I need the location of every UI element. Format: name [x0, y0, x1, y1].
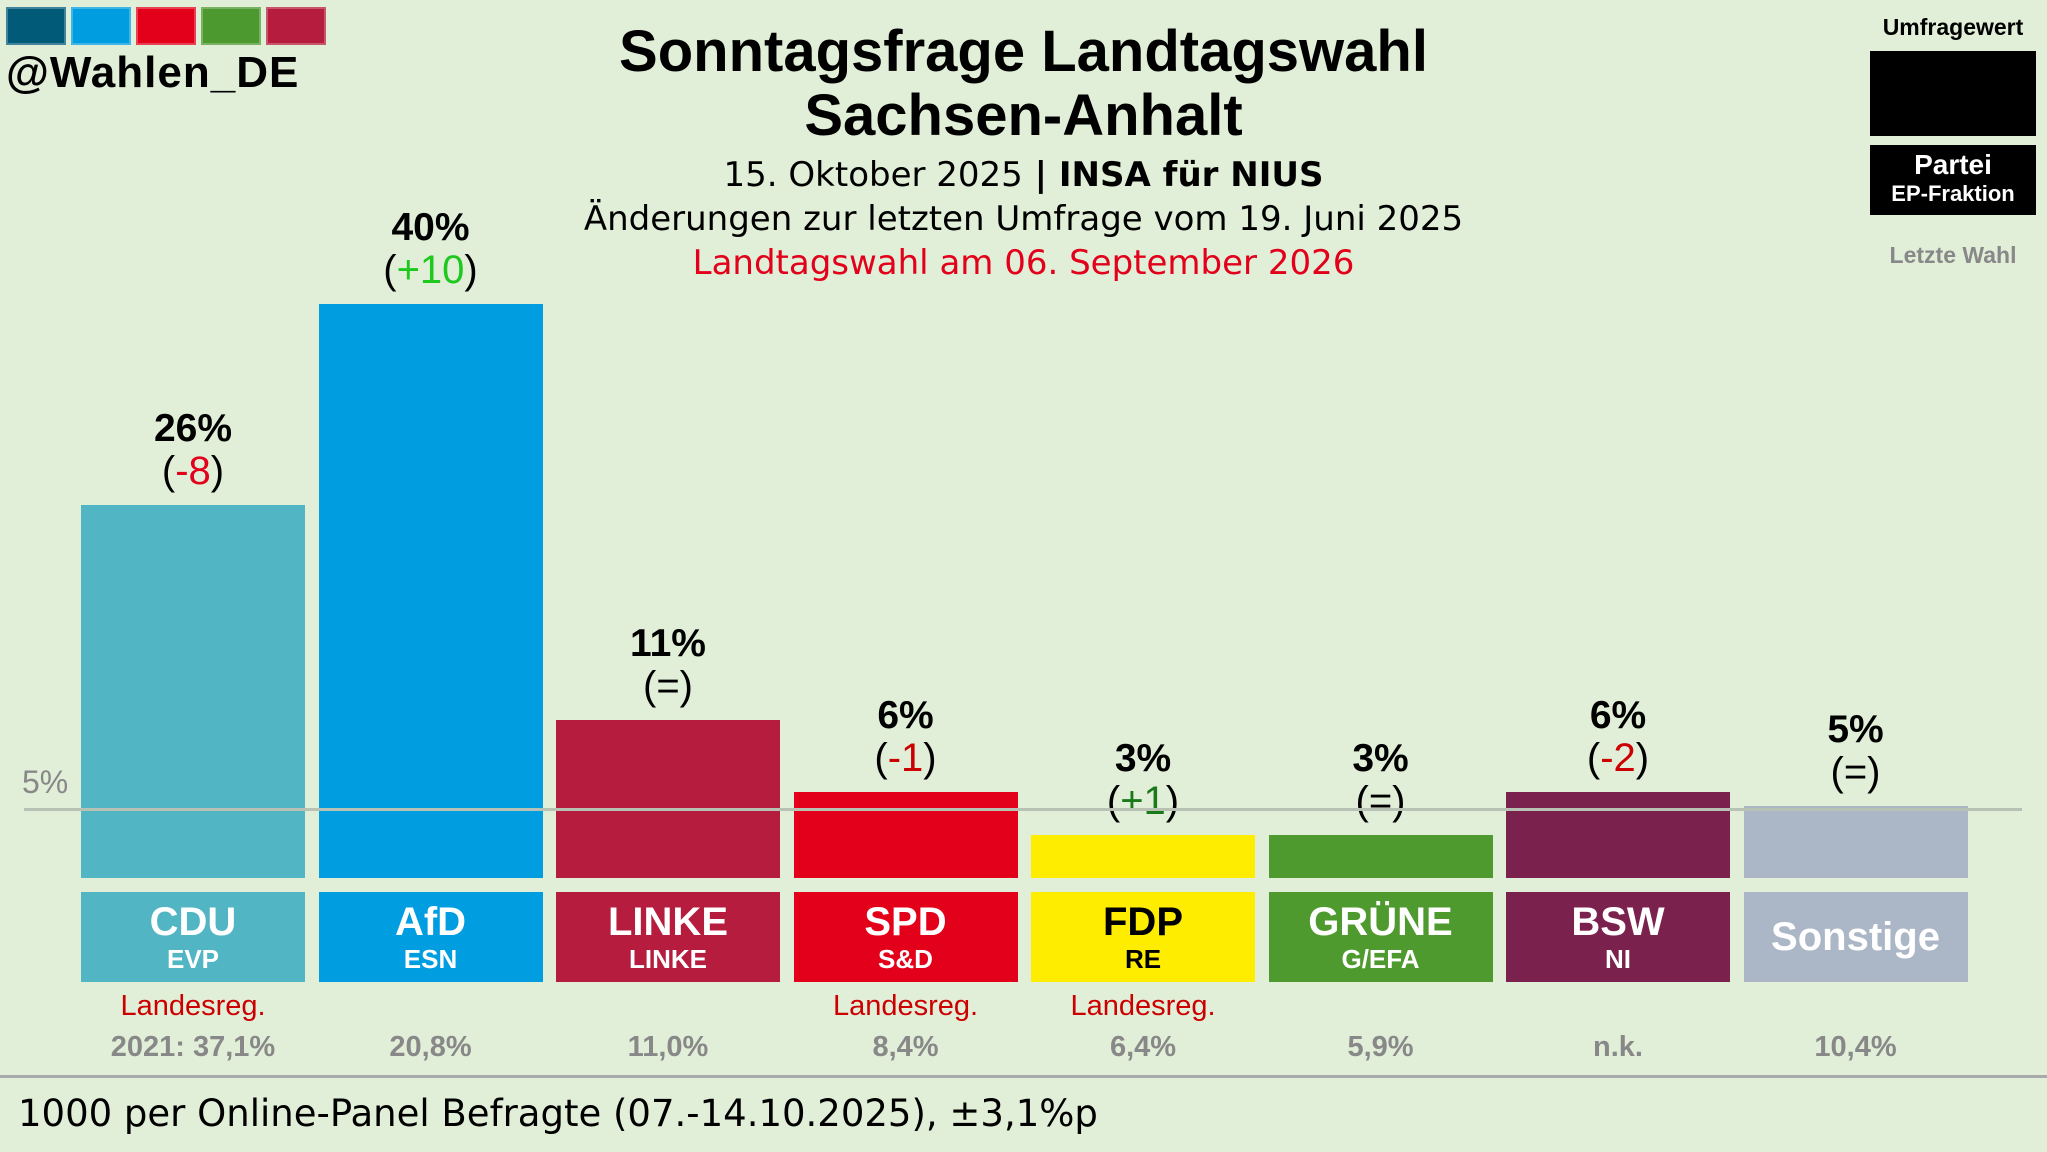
value-label: 5% [1827, 708, 1884, 752]
ep-group: EVP [166, 944, 220, 974]
change-value: = [1843, 750, 1868, 795]
change-value: +10 [396, 248, 465, 292]
change-label: (=) [642, 664, 693, 709]
party-name: AfD [394, 900, 467, 944]
bar-cdu [81, 504, 305, 878]
value-label: 26% [153, 406, 233, 450]
party-name: Sonstige [1771, 915, 1940, 959]
last-election-value: 2021: 37,1% [110, 1031, 276, 1063]
bar-linke [556, 720, 780, 878]
last-election-value: n.k. [1593, 1031, 1643, 1063]
last-election-value: 5,9% [1347, 1031, 1414, 1063]
bar-spd [793, 791, 1018, 878]
government-label: Landesreg. [1070, 990, 1216, 1022]
party-box: GRÜNE G/EFA [1268, 892, 1493, 982]
logo-block [6, 7, 66, 45]
party-box: SPD S&D [793, 892, 1018, 982]
ep-group: LINKE [629, 944, 707, 974]
legend-poll-label: Umfragewert [1882, 14, 2024, 40]
value-label: 3% [1352, 736, 1409, 780]
change-value: -8 [175, 448, 211, 493]
subtitle-line: 15. Oktober 2025 | INSA für NIUS [0, 155, 2047, 195]
change-value: -2 [1600, 735, 1636, 780]
party-box: LINKE LINKE [556, 892, 780, 982]
change-value: -1 [887, 735, 924, 780]
footer-divider [0, 1075, 2047, 1078]
logo-block [136, 7, 196, 45]
election-date: Landtagswahl am 06. September 2026 [692, 243, 1355, 283]
logo-block [201, 7, 261, 45]
footer-note: 1000 per Online-Panel Befragte (07.-14.1… [18, 1092, 1098, 1135]
change-label: (=) [1355, 778, 1406, 823]
party-box: FDP RE [1031, 892, 1255, 982]
party-box: Sonstige [1743, 892, 1968, 982]
last-election-value: 11,0% [627, 1031, 709, 1063]
threshold-label: 5% [22, 764, 69, 800]
value-label: 3% [1114, 736, 1172, 780]
bar-fdp [1031, 834, 1255, 878]
party-name: GRÜNE [1308, 900, 1453, 944]
poll-date: 15. Oktober 2025 [723, 155, 1023, 195]
party-name: SPD [864, 900, 947, 944]
legend-party-label: Partei [1914, 149, 1992, 180]
value-label: 11% [630, 622, 706, 666]
logo-block [266, 7, 326, 45]
bar-afd [318, 304, 543, 878]
legend-party-box: Partei EP-Fraktion [1870, 145, 2036, 215]
bar-bsw [1506, 791, 1730, 878]
change-label: (+1) [1106, 778, 1180, 823]
threshold-line [24, 808, 2022, 811]
value-label: 6% [877, 693, 934, 737]
change-value: +1 [1120, 778, 1166, 823]
party-box: AfD ESN [318, 892, 543, 982]
party-box: BSW NI [1506, 892, 1730, 982]
last-election-value: 10,4% [1814, 1031, 1897, 1063]
party-name: BSW [1571, 900, 1665, 944]
change-label: (=) [1830, 750, 1881, 795]
poll-institute: INSA für NIUS [1058, 155, 1324, 195]
change-value: = [656, 664, 680, 709]
bar-grüne [1268, 834, 1493, 878]
brand-handle: @Wahlen_DE [6, 48, 300, 97]
ep-group: ESN [403, 944, 458, 974]
chart-title-line1: Sonntagsfrage Landtagswahl [619, 19, 1428, 84]
government-label: Landesreg. [120, 990, 266, 1022]
government-label: Landesreg. [832, 990, 979, 1022]
changes-note: Änderungen zur letzten Umfrage vom 19. J… [583, 199, 1464, 239]
logo-block [71, 7, 131, 45]
last-election-value: 20,8% [389, 1031, 472, 1063]
change-value: = [1368, 778, 1393, 823]
change-label: (+10) [383, 248, 478, 292]
chart-title-line2: Sachsen-Anhalt [804, 83, 1243, 148]
change-label: (-2) [1586, 735, 1650, 780]
party-name: FDP [1103, 900, 1183, 944]
party-box: CDU EVP [81, 892, 305, 982]
change-label: (-8) [161, 448, 225, 493]
value-label: 40% [391, 206, 470, 249]
party-name: LINKE [608, 900, 728, 944]
separator: | [1022, 155, 1059, 195]
change-label: (-1) [874, 735, 937, 780]
legend-group-label: EP-Fraktion [1891, 181, 2015, 206]
last-election-value: 8,4% [872, 1031, 939, 1063]
last-election-value: 6,4% [1109, 1031, 1177, 1063]
ep-group: G/EFA [1341, 944, 1420, 974]
legend-bar-swatch [1870, 51, 2036, 136]
logo-color-blocks [6, 7, 326, 45]
ep-group: NI [1605, 944, 1631, 974]
party-name: CDU [149, 900, 237, 944]
ep-group: S&D [878, 944, 933, 974]
value-label: 6% [1589, 693, 1647, 737]
legend-last-election-label: Letzte Wahl [1889, 242, 2017, 268]
ep-group: RE [1124, 944, 1162, 974]
bar-sonstige [1743, 806, 1968, 878]
